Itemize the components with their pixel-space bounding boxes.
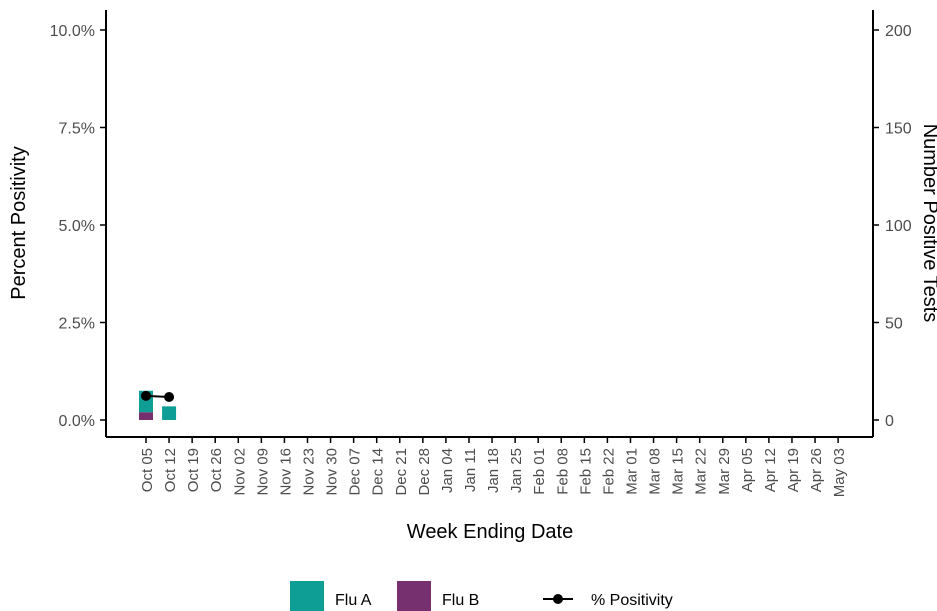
legend-point [553, 594, 563, 604]
left-axis-title: Percent Positivity [8, 146, 30, 299]
x-axis-tick-label: Apr 05 [739, 448, 756, 492]
positivity-point [141, 390, 151, 401]
axes-layer: 0.0% 2.5% 5.0% 7.5% 10.0% 0 50 100 150 200 Oct 0… [50, 10, 912, 497]
legend-label: Flu A [335, 592, 372, 609]
legend-item-flu-b: Flu B [397, 581, 479, 611]
x-axis-tick-label: Nov 09 [254, 448, 271, 496]
right-axis-tick-label: 100 [885, 218, 912, 235]
positivity-line-layer [141, 390, 175, 402]
left-axis-tick-label: 10.0% [50, 23, 95, 40]
x-axis-tick-label: Mar 01 [623, 448, 640, 495]
legend-swatch [397, 581, 431, 611]
x-axis-tick-label: Feb 08 [554, 448, 571, 495]
x-axis-tick-label: Mar 08 [647, 448, 664, 495]
x-axis-tick-label: Dec 21 [393, 448, 410, 496]
x-axis-tick-label: Nov 23 [300, 448, 317, 496]
right-axis-tick-label: 50 [885, 316, 903, 333]
x-axis-tick-label: Mar 15 [670, 448, 687, 495]
right-axis-tick-label: 0 [885, 413, 894, 430]
left-axis-tick-label: 7.5% [59, 121, 95, 138]
x-axis-tick-label: Oct 12 [162, 448, 179, 492]
bar-flu-b [139, 412, 153, 420]
x-axis-tick-label: Apr 26 [808, 448, 825, 492]
legend-item-flu-a: Flu A [290, 581, 372, 611]
legend-label: % Positivity [591, 592, 673, 609]
right-axis-tick-label: 150 [885, 121, 912, 138]
x-axis-tick-label: Jan 11 [462, 448, 479, 492]
positivity-point [164, 391, 175, 402]
bar-flu-a [162, 406, 177, 420]
x-axis-tick-label: May 03 [831, 448, 848, 497]
legend-label: Flu B [442, 592, 479, 609]
legend: Flu A Flu B % Positivity [290, 581, 673, 611]
x-axis-tick-label: Apr 12 [762, 448, 779, 492]
left-axis-tick-label: 2.5% [59, 316, 95, 333]
x-axis-tick-label: Feb 15 [577, 448, 594, 495]
x-axis-tick-label: Mar 22 [693, 448, 710, 495]
x-axis-tick-label: Jan 04 [439, 448, 456, 493]
x-axis-tick-label: Feb 01 [531, 448, 548, 495]
right-axis-ticks: 0 50 100 150 200 [873, 23, 912, 430]
x-axis-tick-label: Oct 26 [208, 448, 225, 492]
x-axis-tick-label: Jan 18 [485, 448, 502, 493]
right-axis-tick-label: 200 [885, 23, 912, 40]
x-axis-tick-label: Nov 16 [277, 448, 294, 496]
x-axis-tick-label: Dec 07 [347, 448, 364, 496]
left-axis-ticks: 0.0% 2.5% 5.0% 7.5% 10.0% [50, 23, 106, 430]
left-axis-tick-label: 0.0% [59, 413, 95, 430]
x-axis-title: Week Ending Date [407, 521, 573, 543]
x-axis-tick-label: Dec 14 [370, 448, 387, 496]
x-axis-tick-label: Dec 28 [416, 448, 433, 496]
x-axis-tick-label: Feb 22 [600, 448, 617, 495]
x-axis-tick-label: Oct 19 [185, 448, 202, 492]
right-axis-title: Number Positive Tests [919, 124, 937, 323]
x-axis-tick-label: Oct 05 [139, 448, 156, 492]
left-axis-tick-label: 5.0% [59, 218, 95, 235]
legend-item--positivity: % Positivity [543, 592, 673, 609]
legend-swatch [290, 581, 324, 611]
x-axis-tick-label: Nov 30 [324, 448, 341, 496]
x-axis-tick-label: Jan 25 [508, 448, 525, 493]
x-axis-tick-label: Mar 29 [716, 448, 733, 495]
x-axis-ticks: Oct 05 Oct 12 Oct 19 Oct 26 Nov 02 Nov 09 Nov … [139, 437, 848, 497]
x-axis-tick-label: Apr 19 [785, 448, 802, 492]
x-axis-tick-label: Nov 02 [231, 448, 248, 496]
